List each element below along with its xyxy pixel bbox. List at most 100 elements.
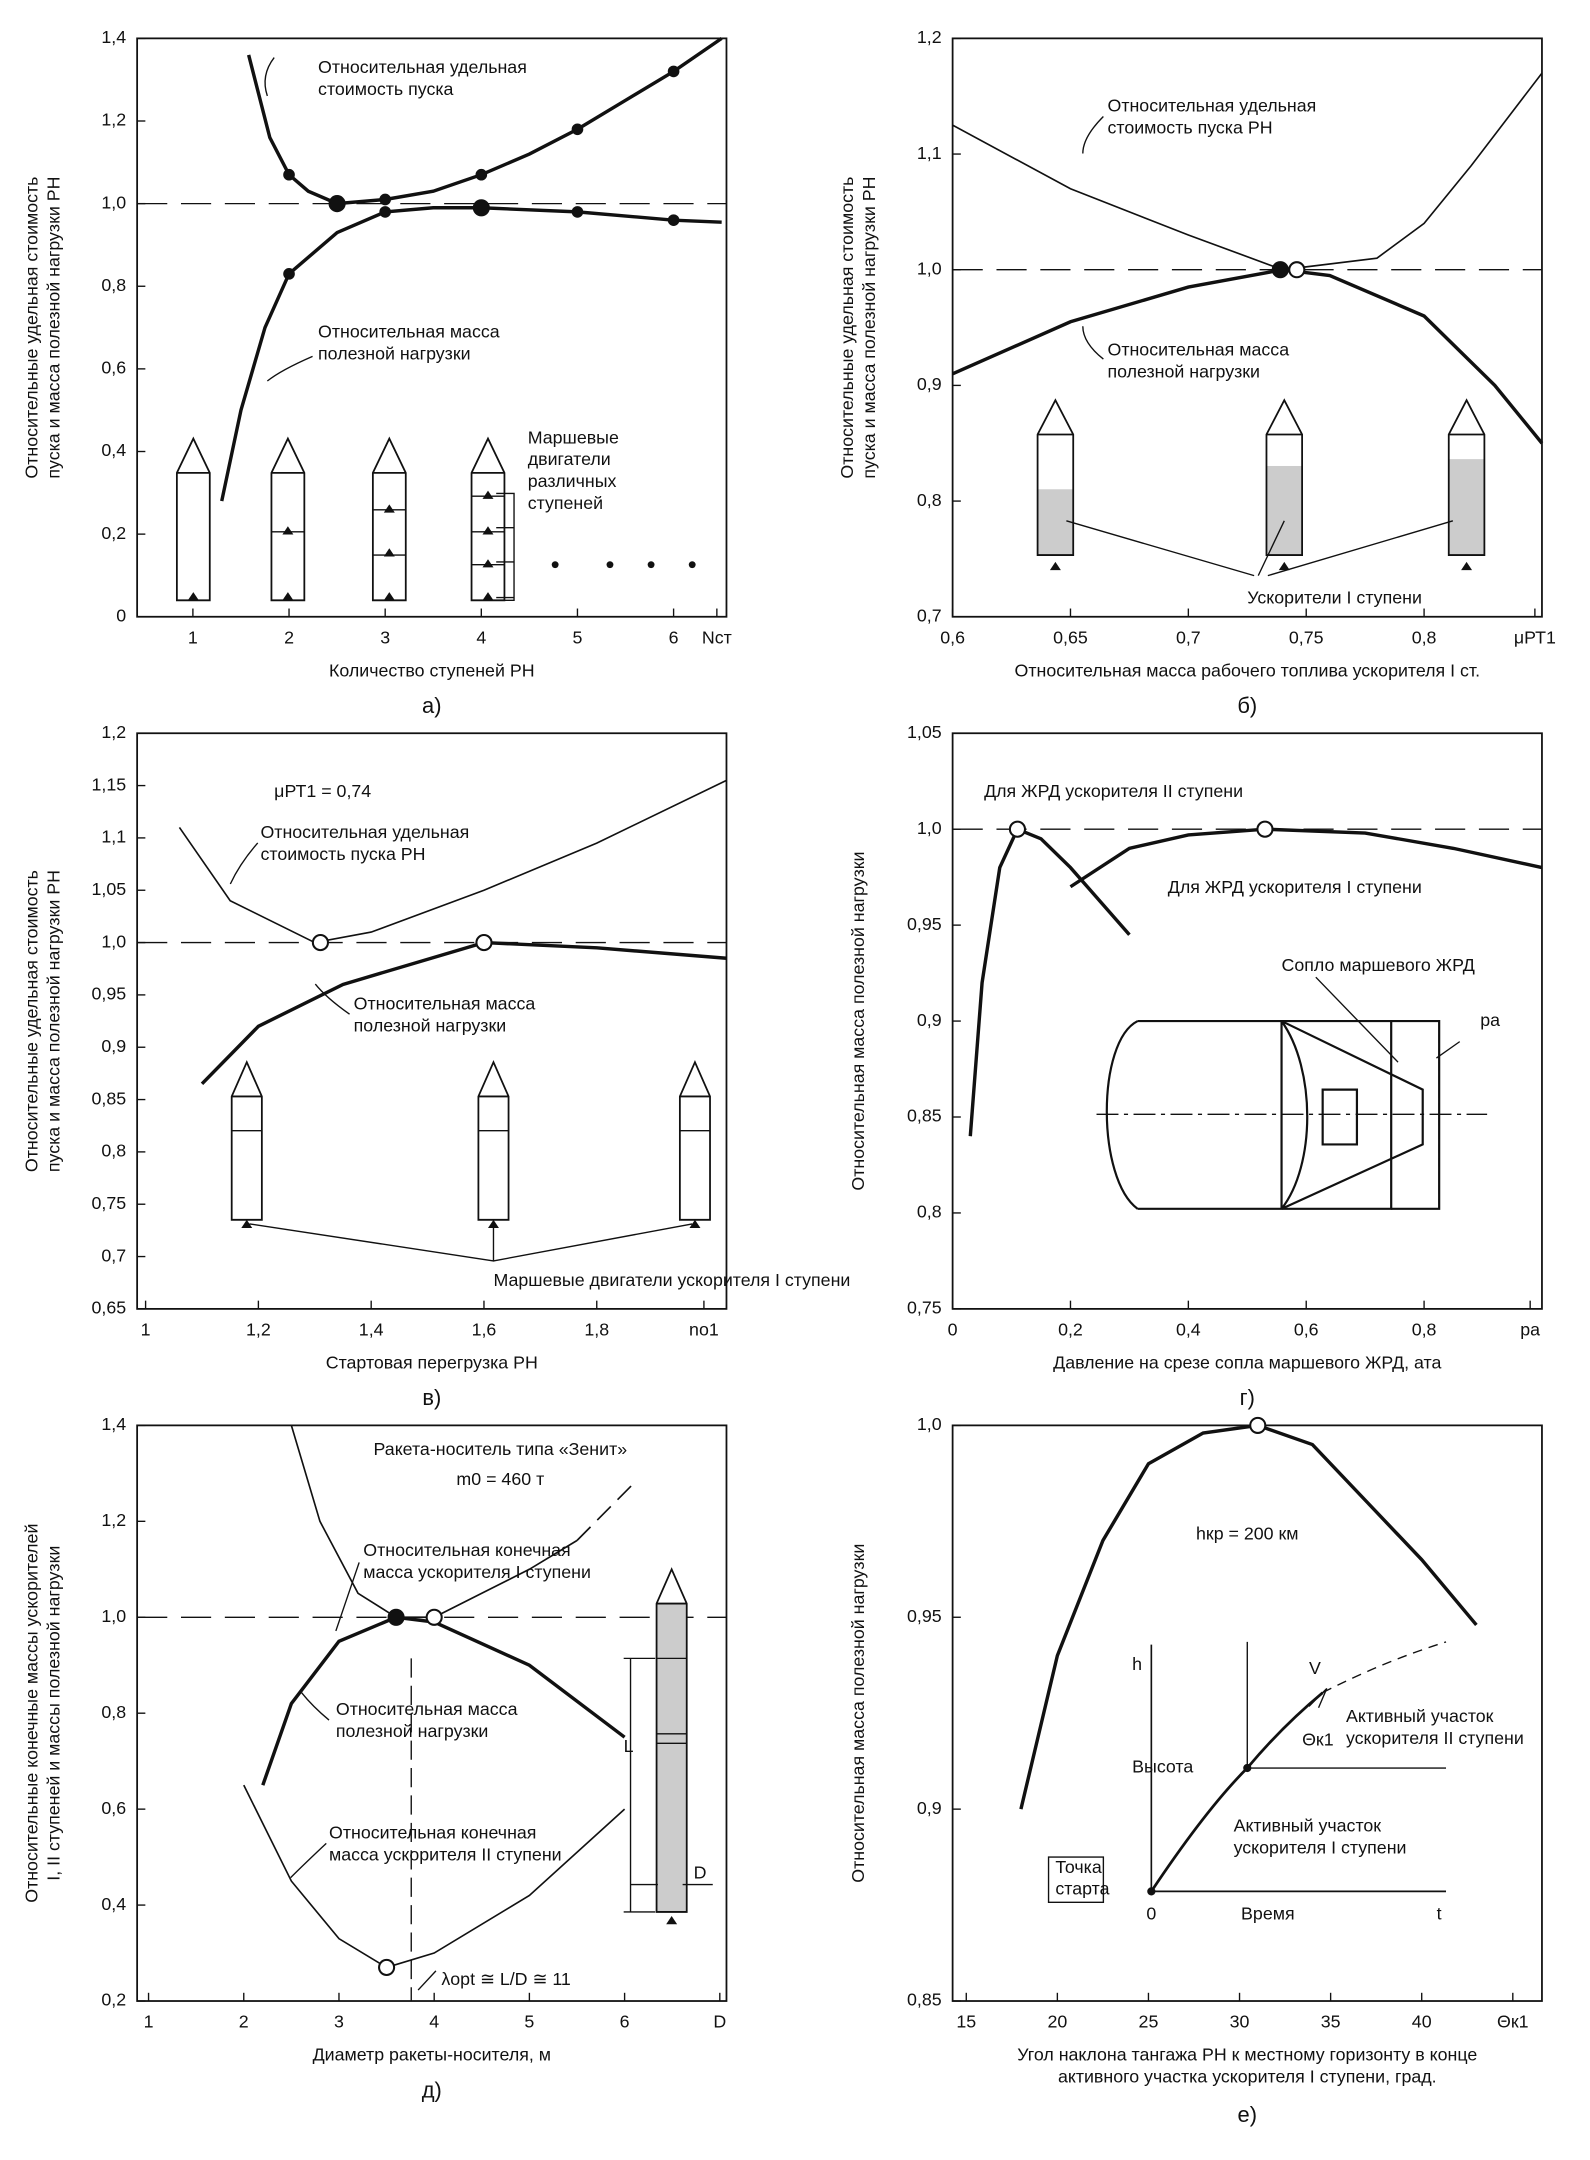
x-tick-label: 1,8	[584, 1320, 609, 1340]
y-tick-label: 0,9	[917, 374, 942, 394]
y-tick-label: 0,8	[917, 490, 942, 510]
y-tick-label: 0,75	[907, 1298, 942, 1318]
curve-label: Относительная конечная	[329, 1823, 536, 1843]
curve-label: полезной нагрузки	[336, 1721, 489, 1741]
y-tick-label: 1,05	[92, 879, 127, 899]
curve	[968, 826, 1131, 1137]
rocket-engine	[666, 1916, 678, 1925]
rocket-engine	[1049, 561, 1061, 571]
x-axis-label: Давление на срезе сопла маршевого ЖРД, а…	[1053, 1352, 1441, 1372]
y-tick-label: 0,6	[101, 1798, 126, 1818]
nozzle-sketch	[1105, 1019, 1393, 1210]
curve-label: Относительная удельная	[1107, 96, 1316, 116]
curve-label: Относительная масса	[1107, 340, 1289, 360]
point-marker	[283, 168, 295, 181]
annotation: h	[1132, 1654, 1142, 1674]
y-tick-label: 0,6	[101, 358, 126, 378]
rocket-fuel	[1448, 459, 1485, 556]
y-tick-label: 0,8	[101, 275, 126, 295]
y-tick-label: 1,1	[917, 143, 942, 163]
y-tick-label: 0,95	[92, 984, 127, 1004]
annotation: двигатели	[528, 449, 611, 469]
x-tick-label: 5	[573, 627, 583, 647]
x-tick-label: 0,75	[1289, 627, 1324, 647]
curve	[178, 779, 727, 944]
curve-label: Для ЖРД ускорителя II ступени	[984, 781, 1243, 801]
y-tick-label: 1,2	[101, 722, 126, 742]
trajectory-point	[1243, 1763, 1252, 1773]
x-axis-label: Стартовая перегрузка РН	[326, 1352, 538, 1372]
x-tick-label: 6	[620, 2012, 630, 2032]
rocket-outline	[678, 1059, 711, 1221]
annotation: D	[694, 1862, 707, 1882]
annotation: m0 = 460 т	[456, 1469, 544, 1489]
rocket-outline	[655, 1567, 688, 1913]
rocket-sketch	[371, 436, 407, 602]
rocket-sketch	[477, 1059, 510, 1229]
y-tick-label: 1,1	[101, 827, 126, 847]
rocket-engine	[482, 592, 494, 601]
y-axis-label: I, II ступеней и массы полезной нагрузки	[44, 1546, 64, 1881]
rocket-engine	[482, 526, 494, 535]
y-tick-label: 1,0	[101, 931, 126, 951]
y-axis-label: Относительные удельная стоимость	[22, 177, 42, 479]
point-marker	[387, 1608, 405, 1626]
curve	[200, 940, 727, 1086]
y-tick-label: 0,8	[101, 1141, 126, 1161]
rocket-engine	[383, 504, 395, 513]
point-marker	[425, 1608, 443, 1626]
x-tick-label: 2	[239, 2012, 249, 2032]
point-marker	[571, 206, 584, 218]
rocket-sketch	[678, 1059, 711, 1229]
y-tick-label: 0,9	[101, 1036, 126, 1056]
x-tick-label: 15	[956, 2012, 976, 2032]
x-tick-label: 25	[1139, 2012, 1159, 2032]
curve-label: масса ускорителя II ступени	[329, 1844, 562, 1864]
curve	[951, 267, 1544, 445]
point-marker	[283, 268, 295, 280]
sketch-line	[1047, 1856, 1105, 1904]
y-tick-label: 0,9	[917, 1010, 942, 1030]
y-tick-label: 0,8	[917, 1202, 942, 1222]
x-tick-label: 35	[1321, 2012, 1341, 2032]
point-marker	[378, 1958, 396, 1977]
sketch-line	[1066, 520, 1454, 577]
point-marker	[1288, 261, 1306, 279]
rocket-engine	[383, 548, 395, 557]
rocket-sketch	[175, 436, 211, 602]
y-tick-label: 0,2	[101, 1990, 126, 2010]
annotation: Активный участок	[1234, 1816, 1382, 1836]
sketch-line	[1082, 326, 1104, 360]
annotation: hкр = 200 км	[1196, 1524, 1299, 1544]
y-tick-label: 1,2	[917, 27, 942, 47]
annotation: различных	[528, 471, 617, 491]
annotation: Маршевые двигатели ускорителя I ступени	[493, 1270, 850, 1290]
curve-label: стоимость пуска РН	[1107, 118, 1272, 138]
y-axis-label: пуска и масса полезной нагрузки РН	[44, 177, 64, 479]
x-tick-label: 0,2	[1058, 1320, 1083, 1340]
rocket-outline	[230, 1059, 263, 1221]
sketch-line	[1436, 1041, 1461, 1059]
sketch-line	[249, 1223, 693, 1262]
annotation: Точка	[1055, 1857, 1101, 1877]
panel-caption: а)	[422, 693, 441, 718]
panel-caption: г)	[1240, 1385, 1255, 1410]
x-tick-label: 0,6	[1294, 1320, 1319, 1340]
x-tick-label: 3	[334, 2012, 344, 2032]
y-axis-label: Относительная масса полезной нагрузки	[848, 1544, 868, 1883]
curve-label: Относительная масса	[354, 993, 536, 1013]
y-axis-label: Относительные удельная стоимость	[837, 177, 857, 479]
curve-label: масса ускорителя I ступени	[363, 1562, 591, 1582]
y-tick-label: 1,4	[101, 27, 126, 47]
x-tick-label: 1	[141, 1320, 151, 1340]
x-tick-label: 0,65	[1053, 627, 1088, 647]
sketch-line	[417, 1970, 437, 1991]
x-axis-label: Угол наклона тангажа РН к местному гориз…	[1017, 2045, 1477, 2065]
sketch-line	[301, 1692, 330, 1721]
x-tick-label: 2	[284, 627, 294, 647]
annotation: Ракета-носитель типа «Зенит»	[374, 1439, 628, 1459]
point-marker	[379, 193, 391, 206]
rocket-sketch	[655, 1567, 688, 1925]
x-axis-label: активного участка ускорителя I ступени, …	[1058, 2066, 1437, 2086]
